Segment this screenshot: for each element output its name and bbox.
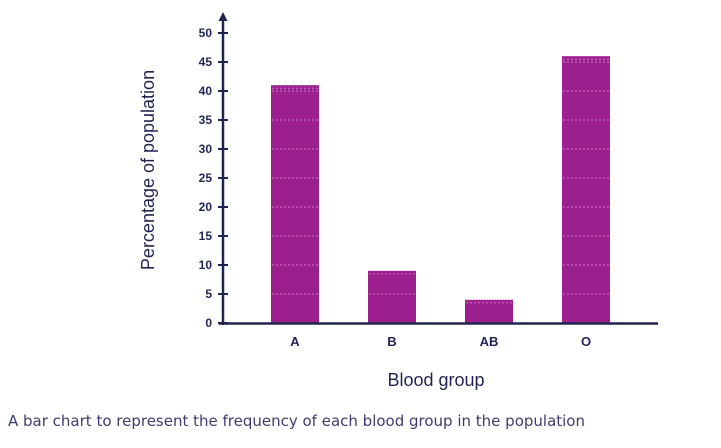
- y-tick-label: 0: [205, 316, 212, 330]
- y-axis-arrow: [218, 12, 228, 21]
- x-tick-label: B: [387, 334, 396, 349]
- y-tick-label: 45: [199, 55, 213, 69]
- x-tick-label: O: [581, 334, 591, 349]
- bar-b: [368, 270, 416, 323]
- y-tick-label: 30: [199, 142, 213, 156]
- x-tick-label: A: [290, 334, 300, 349]
- y-tick-label: 10: [199, 258, 213, 272]
- y-tick-label: 40: [199, 84, 213, 98]
- chart-caption: A bar chart to represent the frequency o…: [8, 412, 585, 430]
- y-tick-label: 5: [205, 287, 212, 301]
- bar-a: [271, 85, 319, 323]
- bar-o: [562, 56, 610, 323]
- x-tick-labels: A B AB O: [290, 334, 591, 349]
- axes: [218, 12, 658, 325]
- y-tick-label: 35: [199, 113, 213, 127]
- y-ticks: 0 5 10 15 20 25 30 35 40 45 50: [199, 26, 228, 330]
- y-tick-label: 20: [199, 200, 213, 214]
- x-tick-label: AB: [480, 334, 499, 349]
- bars: [271, 56, 610, 323]
- y-tick-label: 50: [199, 26, 213, 40]
- y-tick-label: 25: [199, 171, 213, 185]
- x-axis-title: Blood group: [387, 370, 484, 390]
- y-axis-title: Percentage of population: [138, 70, 158, 270]
- bar-ab: [465, 299, 513, 323]
- y-tick-label: 15: [199, 229, 213, 243]
